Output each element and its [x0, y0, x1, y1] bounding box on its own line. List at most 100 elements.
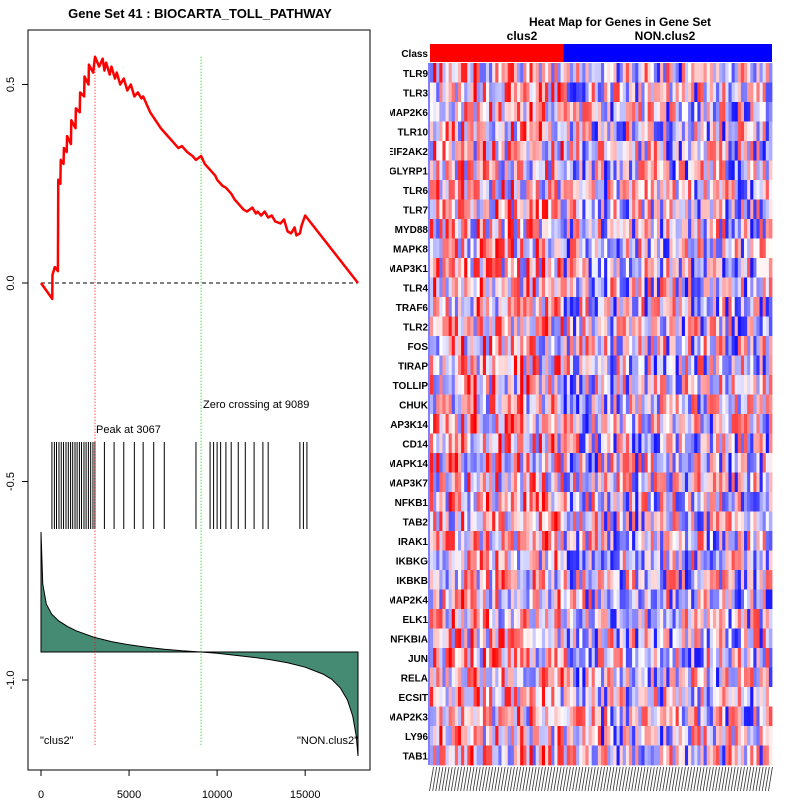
heat-cell — [520, 706, 524, 727]
heat-cell — [498, 297, 502, 317]
heat-cell — [585, 82, 589, 103]
heat-cell — [461, 745, 465, 766]
heat-cell — [762, 687, 767, 707]
heat-cell — [470, 472, 474, 493]
heat-cell — [663, 219, 667, 239]
heat-cell — [532, 297, 537, 317]
heat-cell — [688, 628, 692, 649]
heat-cell — [653, 394, 658, 415]
heat-cell — [719, 219, 723, 239]
heat-cell — [622, 141, 627, 161]
heat-cell — [594, 82, 599, 103]
heat-cell — [604, 102, 608, 122]
heat-cell — [666, 706, 670, 727]
heat-cell — [554, 628, 558, 649]
heat-cell — [604, 453, 608, 473]
heat-cell — [594, 550, 599, 571]
heat-cell — [442, 589, 446, 610]
heat-cell — [545, 570, 549, 590]
heat-cell — [716, 277, 720, 298]
heat-cell — [576, 609, 580, 629]
heat-cell — [607, 472, 611, 493]
heat-cell — [554, 375, 558, 395]
heat-cell — [476, 726, 481, 746]
heat-cell — [725, 258, 729, 278]
heat-cell — [554, 238, 558, 259]
heat-cell — [632, 82, 636, 103]
heat-cell — [725, 706, 729, 727]
heat-cell — [495, 453, 499, 473]
heat-cell — [573, 453, 577, 473]
heat-cell — [436, 277, 440, 298]
heat-cell — [554, 336, 558, 356]
heat-cell — [737, 63, 742, 83]
heat-cell — [656, 745, 661, 766]
heat-cell — [628, 609, 633, 629]
heat-cell — [740, 589, 745, 610]
heat-cell — [722, 570, 726, 590]
sample-label-mark — [491, 766, 497, 792]
heat-cell — [678, 609, 683, 629]
heat-cell — [532, 102, 537, 122]
heat-cell — [737, 687, 742, 707]
heat-cell — [697, 570, 701, 590]
heat-cell — [582, 63, 586, 83]
heat-cell — [433, 648, 437, 668]
heat-cell — [532, 570, 537, 590]
heat-cell — [666, 472, 670, 493]
heat-cell — [510, 706, 515, 727]
heat-cell — [688, 121, 692, 142]
heat-cell — [678, 706, 683, 727]
heat-cell — [479, 102, 484, 122]
heat-cell — [464, 160, 468, 181]
heat-cell — [619, 745, 624, 766]
heat-cell — [498, 238, 502, 259]
heat-cell — [476, 82, 481, 103]
row-label: IKBKB — [396, 576, 428, 587]
heat-cell — [675, 492, 680, 512]
heat-cell — [569, 141, 574, 161]
heat-cell — [660, 414, 664, 434]
heat-cell — [517, 160, 521, 181]
heat-cell — [563, 277, 568, 298]
heat-row — [430, 63, 773, 83]
heat-cell — [768, 511, 773, 532]
heat-cell — [548, 531, 552, 551]
heat-cell — [650, 726, 655, 746]
heat-cell — [579, 433, 583, 454]
heat-cell — [632, 570, 636, 590]
heat-cell — [501, 726, 506, 746]
heat-cell — [430, 277, 434, 298]
heat-cell — [585, 258, 589, 278]
heat-cell — [744, 667, 748, 688]
heat-cell — [716, 726, 720, 746]
heat-cell — [594, 531, 599, 551]
heat-cell — [647, 609, 652, 629]
heat-cell — [476, 160, 481, 181]
heat-cell — [765, 706, 770, 727]
heat-cell — [482, 219, 487, 239]
heat-cell — [681, 453, 686, 473]
heat-cell — [538, 609, 543, 629]
heat-cell — [688, 219, 692, 239]
heat-cell — [501, 570, 506, 590]
heat-cell — [457, 277, 462, 298]
heat-cell — [675, 336, 680, 356]
heat-cell — [439, 82, 443, 103]
heat-cell — [591, 375, 596, 395]
heat-cell — [523, 531, 527, 551]
heat-cell — [517, 180, 521, 200]
heat-cell — [457, 258, 462, 278]
heat-cell — [439, 121, 443, 142]
heat-cell — [747, 667, 751, 688]
heat-cell — [706, 102, 711, 122]
heat-cell — [666, 375, 670, 395]
heat-cell — [507, 160, 512, 181]
heat-cell — [517, 199, 521, 220]
heat-cell — [641, 277, 645, 298]
row-label: NFKB1 — [395, 498, 429, 509]
heat-cell — [554, 394, 558, 415]
heat-cell — [619, 219, 624, 239]
heat-cell — [666, 570, 670, 590]
heat-cell — [588, 238, 593, 259]
